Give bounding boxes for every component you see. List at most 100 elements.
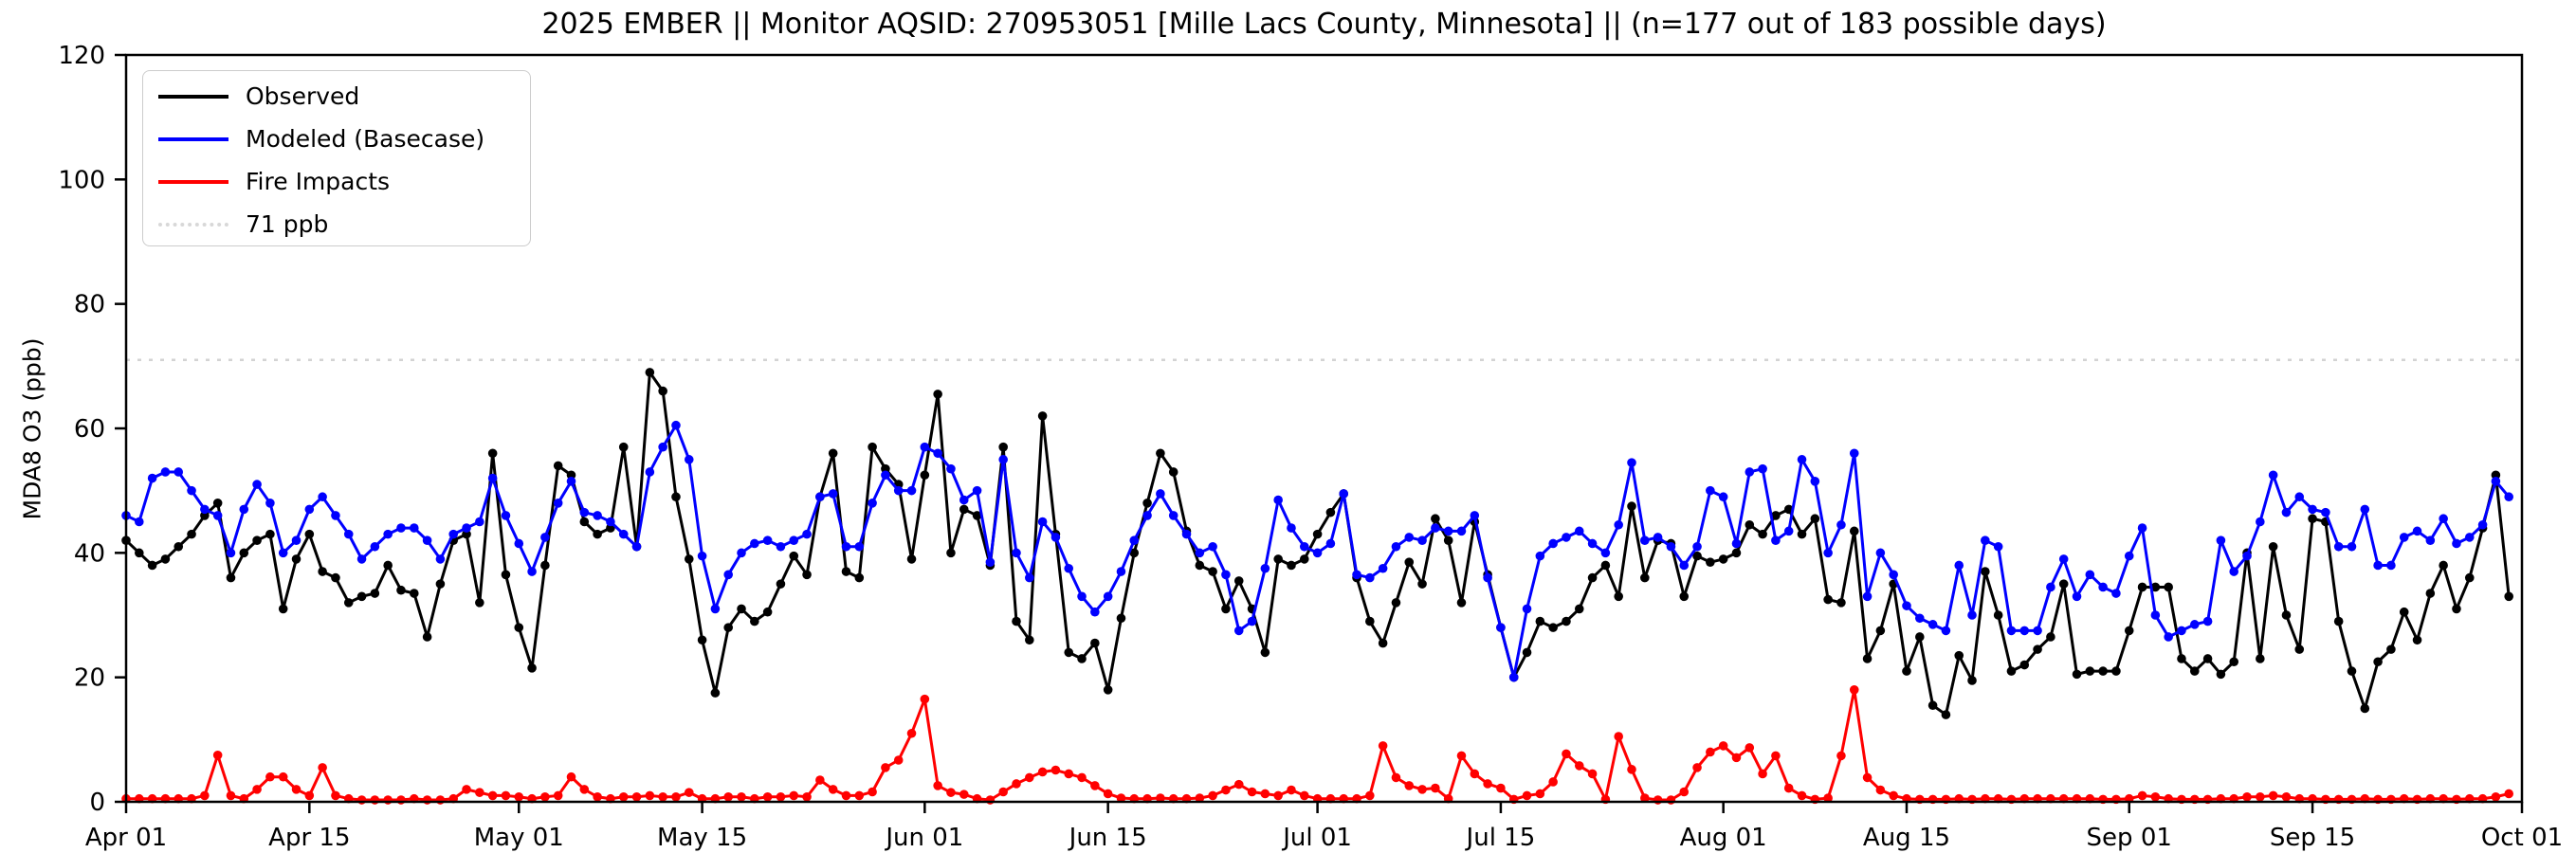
data-point [2229, 657, 2239, 667]
data-point [1849, 685, 1859, 695]
data-point [2477, 519, 2488, 530]
data-point [331, 511, 340, 520]
data-point [1247, 787, 1257, 797]
data-point [2308, 514, 2317, 524]
data-point [1090, 607, 1100, 617]
data-point [1064, 563, 1074, 573]
data-point [789, 535, 799, 545]
data-point [2504, 492, 2513, 502]
data-point [1299, 790, 1309, 801]
data-point [841, 790, 851, 801]
data-point [1692, 763, 1702, 772]
data-point [356, 554, 367, 564]
data-point [1758, 769, 1767, 779]
data-point [841, 567, 851, 576]
data-point [1783, 783, 1794, 793]
data-point [1600, 560, 1611, 571]
data-point [1574, 761, 1584, 771]
data-point [2281, 791, 2292, 802]
data-point [1535, 551, 1545, 561]
data-point [1221, 785, 1231, 795]
data-point [1692, 551, 1702, 561]
data-point [593, 529, 602, 539]
data-point [1653, 795, 1663, 805]
data-point [291, 535, 301, 545]
data-point [422, 535, 432, 545]
x-tick-label: Apr 15 [268, 824, 350, 852]
data-point [1496, 783, 1506, 793]
data-point [1627, 765, 1636, 774]
data-point [1954, 650, 1964, 661]
data-point [2294, 644, 2305, 654]
data-point [1849, 526, 1859, 536]
data-point [920, 694, 930, 704]
data-point [2137, 790, 2147, 801]
data-point [1142, 499, 1152, 508]
data-point [160, 467, 171, 477]
data-point [2452, 538, 2461, 549]
data-point [1627, 501, 1636, 511]
data-point [1548, 777, 1558, 787]
data-point [1260, 563, 1270, 573]
data-point [2439, 514, 2448, 524]
data-point [684, 455, 694, 464]
data-point [462, 785, 471, 794]
data-point [265, 529, 275, 539]
data-point [920, 442, 930, 452]
data-point [2464, 533, 2475, 542]
data-point [318, 763, 327, 772]
data-point [540, 533, 550, 542]
data-point [1993, 541, 2003, 552]
data-point [1706, 557, 1715, 567]
series-line-2 [124, 688, 2511, 802]
data-point [1090, 781, 1100, 790]
data-point [566, 470, 576, 481]
data-point [1889, 570, 1898, 580]
data-point [147, 473, 157, 483]
data-point [226, 790, 236, 801]
data-point [1325, 507, 1336, 517]
data-point [1404, 781, 1415, 790]
data-point [2098, 582, 2108, 592]
data-point [881, 763, 890, 772]
data-point [933, 448, 942, 459]
data-point [1050, 533, 1061, 542]
data-point [343, 598, 354, 608]
data-point [2504, 789, 2513, 799]
data-point [723, 570, 734, 580]
data-point [2491, 791, 2501, 802]
data-point [2085, 666, 2095, 676]
data-point [854, 790, 865, 801]
data-point [1116, 567, 1126, 576]
data-point [422, 795, 432, 805]
legend-label: Modeled (Basecase) [246, 125, 485, 153]
data-point [2085, 570, 2095, 580]
data-point [2412, 526, 2422, 536]
data-point [2281, 610, 2292, 620]
data-point [1535, 789, 1545, 799]
data-point [776, 791, 786, 802]
data-point [1156, 448, 1165, 459]
data-point [1771, 751, 1781, 761]
data-point [475, 788, 484, 797]
data-point [710, 688, 721, 698]
data-point [1352, 570, 1361, 580]
data-point [200, 790, 210, 801]
data-point [1129, 548, 1140, 558]
data-point [1640, 572, 1650, 583]
data-point [1431, 783, 1440, 793]
data-point [2019, 660, 2030, 670]
data-point [462, 529, 471, 539]
data-point [1156, 793, 1165, 803]
data-point [2425, 589, 2436, 598]
data-point [2268, 541, 2278, 552]
data-point [1299, 554, 1309, 564]
data-point [1365, 790, 1375, 801]
data-point [278, 771, 288, 782]
data-point [1914, 613, 1925, 624]
data-point [1470, 769, 1480, 779]
data-point [252, 480, 262, 489]
data-point [1587, 572, 1598, 583]
data-point [2177, 654, 2186, 663]
